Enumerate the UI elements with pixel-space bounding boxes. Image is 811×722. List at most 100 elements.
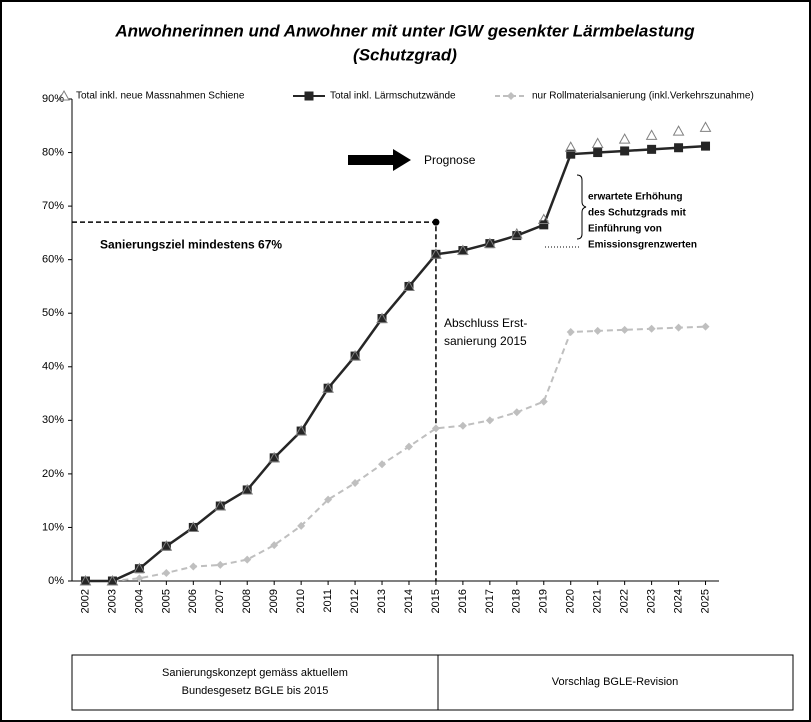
point — [701, 141, 711, 151]
point — [189, 562, 198, 571]
legend-label: Total inkl. Lärmschutzwände — [330, 91, 456, 102]
point — [431, 424, 440, 433]
increase-label: des Schutzgrads mit — [588, 208, 686, 219]
point — [323, 383, 333, 393]
point — [188, 522, 198, 532]
x-tick-label: 2011 — [322, 589, 334, 613]
x-tick-label: 2021 — [592, 589, 604, 613]
point — [431, 249, 441, 259]
x-tick-label: 2022 — [619, 589, 631, 613]
x-tick-label: 2008 — [241, 589, 253, 613]
point — [134, 564, 144, 574]
x-tick-label: 2009 — [268, 589, 280, 613]
point — [458, 421, 467, 430]
increase-label: Emissionsgrenzwerten — [588, 240, 697, 251]
point — [297, 521, 306, 530]
point — [350, 351, 360, 361]
point — [349, 350, 361, 361]
point — [701, 322, 710, 331]
reference-point — [432, 218, 440, 226]
point — [620, 146, 630, 156]
point — [322, 382, 334, 393]
point — [269, 453, 279, 463]
point — [242, 485, 252, 495]
point — [161, 541, 171, 551]
forecast-label: Prognose — [424, 153, 476, 167]
point — [162, 568, 171, 577]
point — [214, 499, 227, 511]
point — [484, 237, 496, 249]
point — [351, 478, 360, 487]
point — [403, 280, 415, 291]
completion-label: sanierung 2015 — [444, 334, 527, 348]
y-tick-label: 50% — [42, 307, 64, 319]
x-tick-label: 2016 — [457, 589, 469, 613]
x-tick-label: 2005 — [160, 589, 172, 613]
x-tick-label: 2014 — [403, 589, 415, 613]
y-tick-label: 40% — [42, 361, 64, 373]
point — [216, 560, 225, 569]
point — [160, 540, 173, 551]
chart-title: Anwohnerinnen und Anwohner mit unter IGW… — [114, 21, 695, 40]
point — [296, 426, 306, 436]
point — [510, 227, 523, 239]
point — [187, 521, 200, 532]
chart-title: (Schutzgrad) — [353, 45, 457, 64]
point — [215, 501, 225, 511]
footer-table — [71, 654, 794, 711]
point — [620, 325, 629, 334]
point — [270, 541, 279, 550]
y-tick-label: 70% — [42, 200, 64, 212]
point — [377, 314, 387, 324]
legend-marker — [58, 89, 70, 101]
x-tick-label: 2025 — [699, 589, 711, 613]
x-tick-label: 2019 — [538, 589, 550, 613]
x-tick-label: 2007 — [214, 589, 226, 613]
increase-label: erwartete Erhöhung — [588, 192, 682, 203]
point — [135, 574, 144, 583]
y-tick-label: 80% — [42, 146, 64, 158]
point — [539, 397, 548, 406]
point — [593, 326, 602, 335]
point — [458, 246, 468, 256]
point — [243, 555, 252, 564]
y-tick-label: 60% — [42, 254, 64, 266]
x-tick-label: 2020 — [565, 589, 577, 613]
x-tick-label: 2018 — [511, 589, 523, 613]
point — [645, 129, 658, 140]
legend-marker — [507, 92, 515, 100]
y-tick-label: 90% — [42, 93, 64, 105]
completion-label: Abschluss Erst- — [444, 316, 527, 330]
table-cell: Sanierungskonzept gemäss aktuellem — [162, 667, 348, 679]
point — [674, 143, 684, 153]
x-tick-label: 2013 — [376, 589, 388, 613]
x-tick-label: 2006 — [187, 589, 199, 613]
point — [80, 576, 90, 586]
forecast-arrow — [348, 149, 411, 171]
x-tick-label: 2010 — [295, 589, 307, 613]
y-tick-label: 30% — [42, 414, 64, 426]
point — [79, 574, 92, 586]
x-tick-label: 2002 — [79, 589, 91, 613]
point — [485, 239, 495, 249]
point — [564, 141, 577, 152]
point — [539, 220, 549, 230]
point — [672, 125, 685, 136]
point — [591, 137, 604, 148]
point — [593, 148, 603, 158]
x-tick-label: 2015 — [430, 589, 442, 613]
legend-label: nur Rollmaterialsanierung (inkl.Verkehrs… — [532, 91, 754, 102]
x-tick-label: 2012 — [349, 589, 361, 613]
point — [566, 327, 575, 336]
point — [268, 451, 281, 463]
legend-label: Total inkl. neue Massnahmen Schiene — [76, 91, 245, 102]
point — [618, 133, 631, 144]
point — [512, 408, 521, 417]
table-cell: Bundesgesetz BGLE bis 2015 — [182, 685, 329, 697]
x-tick-label: 2003 — [106, 589, 118, 613]
x-tick-label: 2017 — [484, 589, 496, 613]
point — [378, 460, 387, 469]
reference-label: Sanierungsziel mindestens 67% — [100, 237, 282, 251]
point — [537, 213, 550, 224]
